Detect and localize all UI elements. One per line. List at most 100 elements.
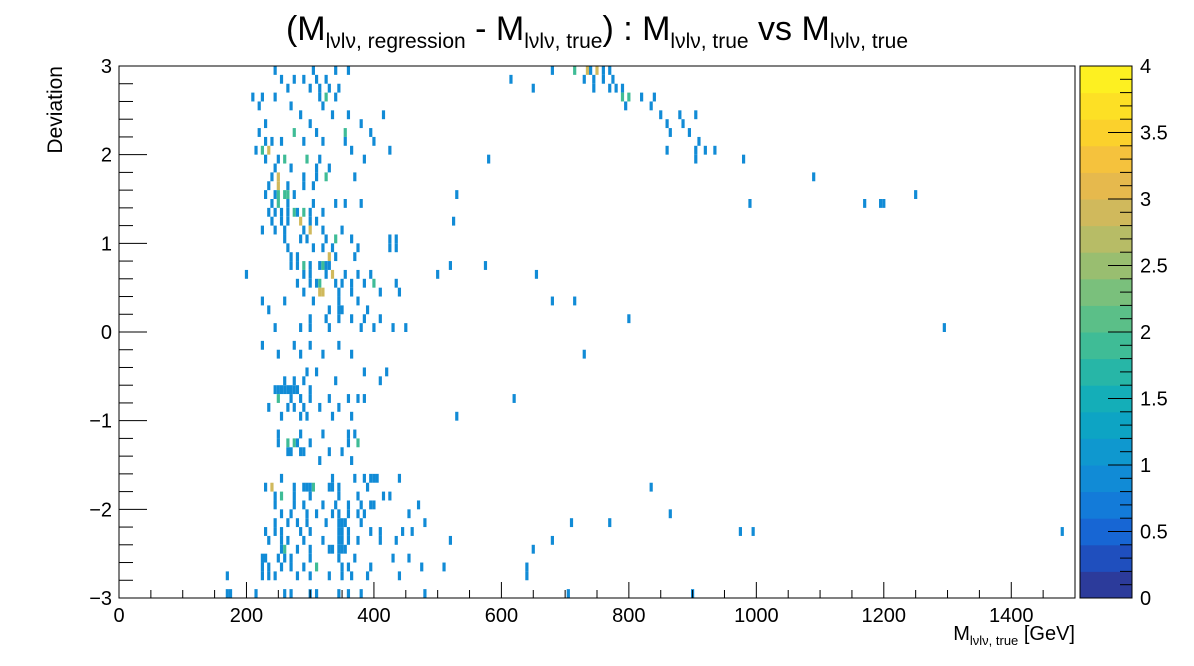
- heatmap-bin: [321, 225, 325, 235]
- heatmap-bin: [624, 101, 628, 111]
- heatmap-bin: [270, 216, 274, 226]
- heatmap-bin: [407, 553, 411, 563]
- heatmap-bin: [308, 207, 312, 217]
- heatmap-bin: [324, 269, 328, 279]
- heatmap-bin: [314, 172, 319, 182]
- heatmap-bin: [697, 136, 701, 146]
- x-tick-label: 1000: [734, 605, 779, 627]
- heatmap-bin: [273, 527, 277, 536]
- heatmap-bin: [346, 438, 351, 448]
- heatmap-bin: [283, 225, 287, 235]
- heatmap-bin: [286, 385, 290, 395]
- heatmap-bin: [585, 66, 590, 75]
- heatmap-bin: [318, 154, 322, 164]
- heatmap-bin: [321, 429, 325, 439]
- heatmap-bin: [305, 154, 309, 164]
- heatmap-bin: [665, 145, 669, 155]
- heatmap-bin: [337, 509, 341, 519]
- heatmap-bin: [311, 243, 315, 253]
- heatmap-bin: [260, 571, 264, 581]
- heatmap-bin: [372, 500, 376, 510]
- heatmap-bin: [299, 216, 303, 226]
- heatmap-bin: [311, 199, 315, 208]
- heatmap-bin: [308, 261, 312, 270]
- heatmap-bin: [334, 234, 338, 244]
- heatmap-bin: [295, 544, 300, 554]
- heatmap-bin: [334, 500, 338, 510]
- heatmap-bin: [286, 438, 290, 448]
- heatmap-bin: [308, 340, 312, 350]
- heatmap-bin: [279, 562, 284, 572]
- heatmap-bin: [283, 154, 287, 164]
- heatmap-bin: [308, 225, 312, 235]
- heatmap-bin: [362, 154, 366, 164]
- heatmap-bin: [346, 509, 351, 519]
- heatmap-bin: [863, 199, 867, 208]
- heatmap-bin: [362, 278, 366, 288]
- heatmap-bin: [314, 367, 319, 377]
- heatmap-bin: [321, 243, 325, 253]
- heatmap-bin: [404, 323, 408, 332]
- colorbar: 0 0.5 1 1.5 2 2.5 3 3.5 4: [1079, 56, 1168, 610]
- title-part: vs M: [749, 10, 830, 48]
- heatmap-bin: [509, 74, 513, 84]
- heatmap-bin: [914, 190, 918, 199]
- heatmap-bin: [289, 261, 293, 270]
- heatmap-bin: [283, 376, 287, 386]
- heatmap-bin: [257, 101, 261, 111]
- y-tick-label: 3: [101, 56, 112, 78]
- heatmap-bin: [340, 447, 344, 457]
- heatmap-bin: [627, 92, 631, 102]
- heatmap-bin: [582, 349, 586, 359]
- colorbar-tick-label: 2: [1140, 322, 1151, 344]
- heatmap-bin: [369, 473, 373, 483]
- y-tick-label: −1: [89, 411, 112, 433]
- heatmap-bin: [337, 305, 341, 315]
- heatmap-bin: [324, 74, 328, 84]
- colorbar-tick-label: 0.5: [1140, 522, 1168, 544]
- colorbar-tick-label: 3: [1140, 189, 1151, 211]
- colorbar-tick-label: 1.5: [1140, 389, 1168, 411]
- heatmap-bin: [407, 509, 411, 519]
- heatmap-bin: [302, 74, 306, 84]
- heatmap-bin: [305, 482, 309, 492]
- heatmap-bin: [550, 535, 554, 545]
- heatmap-bin: [302, 172, 306, 182]
- heatmap-bin: [340, 518, 344, 528]
- heatmap-bin: [308, 278, 312, 288]
- heatmap-bin: [267, 305, 271, 315]
- heatmap-bin: [279, 527, 284, 536]
- x-label-unit: [GeV]: [1018, 623, 1075, 645]
- heatmap-bin: [295, 261, 300, 270]
- heatmap-bin: [350, 287, 354, 297]
- heatmap-bin: [225, 571, 229, 581]
- heatmap-bin: [659, 110, 663, 120]
- heatmap-bin: [369, 500, 373, 510]
- heatmap-bin: [608, 83, 612, 93]
- heatmap-bin: [324, 261, 328, 270]
- heatmap-bin: [273, 92, 277, 102]
- heatmap-bin: [273, 571, 277, 581]
- heatmap-bin: [362, 314, 366, 324]
- heatmap-bin: [318, 402, 322, 412]
- heatmap-bin: [327, 163, 331, 173]
- heatmap-bin: [346, 500, 351, 510]
- heatmap-bin: [324, 234, 328, 244]
- heatmap-bin: [346, 429, 351, 439]
- heatmap-bin: [292, 128, 296, 137]
- heatmap-bin: [350, 349, 354, 359]
- heatmap-bin: [362, 509, 366, 519]
- heatmap-bin: [372, 278, 376, 288]
- heatmap-bin: [442, 562, 446, 572]
- heatmap-bin: [270, 482, 274, 492]
- heatmap-bin: [276, 172, 280, 182]
- heatmap-bin: [308, 553, 312, 563]
- heatmap-bin: [321, 349, 325, 359]
- heatmap-bin: [327, 83, 331, 93]
- title-part: lνlν, true: [524, 30, 602, 53]
- heatmap-bin: [305, 367, 309, 377]
- heatmap-bin: [343, 199, 347, 208]
- x-tick-label: 200: [230, 605, 263, 627]
- heatmap-bin: [694, 145, 698, 155]
- heatmap-bin: [314, 216, 319, 226]
